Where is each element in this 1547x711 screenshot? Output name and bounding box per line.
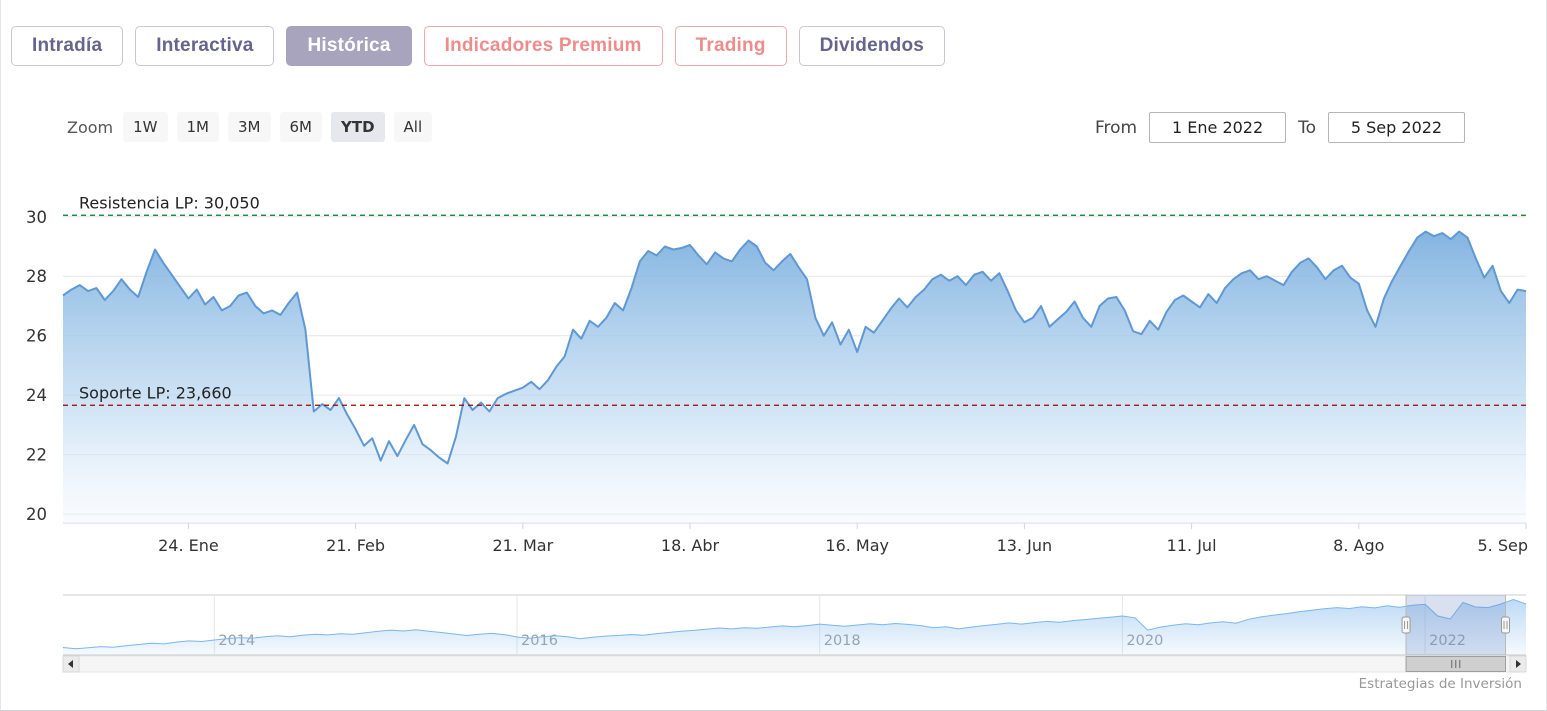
x-axis-label: 18. Abr bbox=[661, 536, 720, 555]
zoom-button-all[interactable]: All bbox=[393, 112, 433, 142]
price-line bbox=[62, 230, 1527, 465]
range-selector-bar: Zoom 1W 1M 3M 6M YTD All From To bbox=[1, 112, 1546, 146]
navigator-handle-right[interactable] bbox=[1501, 616, 1511, 634]
from-label: From bbox=[1094, 117, 1138, 138]
tab-intradia[interactable]: Intradía bbox=[11, 26, 124, 66]
x-axis-label: 13. Jun bbox=[997, 536, 1053, 555]
y-axis-label: 24 bbox=[26, 386, 47, 405]
tab-dividendos[interactable]: Dividendos bbox=[798, 26, 946, 66]
x-axis-label: 5. Sep bbox=[1477, 536, 1528, 555]
price-chart[interactable]: 20 22 24 26 28 30 24. Ene 21. Feb 21. Mar 18. Abr… bbox=[1, 168, 1547, 711]
y-axis-label: 22 bbox=[26, 446, 47, 465]
x-axis-label: 21. Mar bbox=[492, 536, 553, 555]
zoom-controls: Zoom 1W 1M 3M 6M YTD All bbox=[67, 112, 441, 142]
tab-trading[interactable]: Trading bbox=[674, 26, 787, 66]
tab-historica[interactable]: Histórica bbox=[286, 26, 412, 66]
y-axis-label: 30 bbox=[26, 208, 47, 227]
support-label: Soporte LP: 23,660 bbox=[79, 383, 232, 402]
y-axis-label: 20 bbox=[26, 505, 47, 524]
to-label: To bbox=[1298, 117, 1316, 138]
resistance-label: Resistencia LP: 30,050 bbox=[79, 193, 260, 212]
from-date-input[interactable] bbox=[1149, 112, 1287, 143]
x-axis-label: 8. Ago bbox=[1333, 536, 1384, 555]
date-range-controls: From To bbox=[1095, 112, 1465, 143]
y-axis-label: 26 bbox=[26, 327, 47, 346]
navigator-handle-left[interactable] bbox=[1401, 616, 1411, 634]
zoom-label: Zoom bbox=[67, 117, 114, 137]
chart-tabs: Intradía Interactiva Histórica Indicador… bbox=[11, 26, 946, 66]
x-axis-label: 24. Ene bbox=[158, 536, 219, 555]
tab-indicadores-premium[interactable]: Indicadores Premium bbox=[423, 26, 663, 66]
navigator-line bbox=[62, 598, 1527, 650]
scrollbar-track[interactable] bbox=[78, 655, 1511, 673]
x-axis-label: 11. Jul bbox=[1167, 536, 1217, 555]
credits-link[interactable]: Estrategias de Inversión bbox=[1358, 676, 1522, 692]
to-date-input[interactable] bbox=[1328, 112, 1465, 143]
x-axis-label: 21. Feb bbox=[326, 536, 385, 555]
x-axis-label: 16. May bbox=[825, 536, 889, 555]
zoom-button-1w[interactable]: 1W bbox=[123, 112, 168, 142]
zoom-button-ytd[interactable]: YTD bbox=[331, 112, 385, 142]
scrollbar-arrow-left-icon bbox=[68, 660, 73, 668]
tab-interactiva[interactable]: Interactiva bbox=[135, 26, 275, 66]
zoom-button-1m[interactable]: 1M bbox=[176, 112, 219, 142]
zoom-button-3m[interactable]: 3M bbox=[228, 112, 271, 142]
zoom-button-6m[interactable]: 6M bbox=[279, 112, 322, 142]
scrollbar-arrow-right-icon bbox=[1516, 660, 1521, 668]
price-area bbox=[63, 231, 1526, 523]
navigator-selected-range[interactable] bbox=[1406, 595, 1506, 655]
y-axis-label: 28 bbox=[26, 267, 47, 286]
